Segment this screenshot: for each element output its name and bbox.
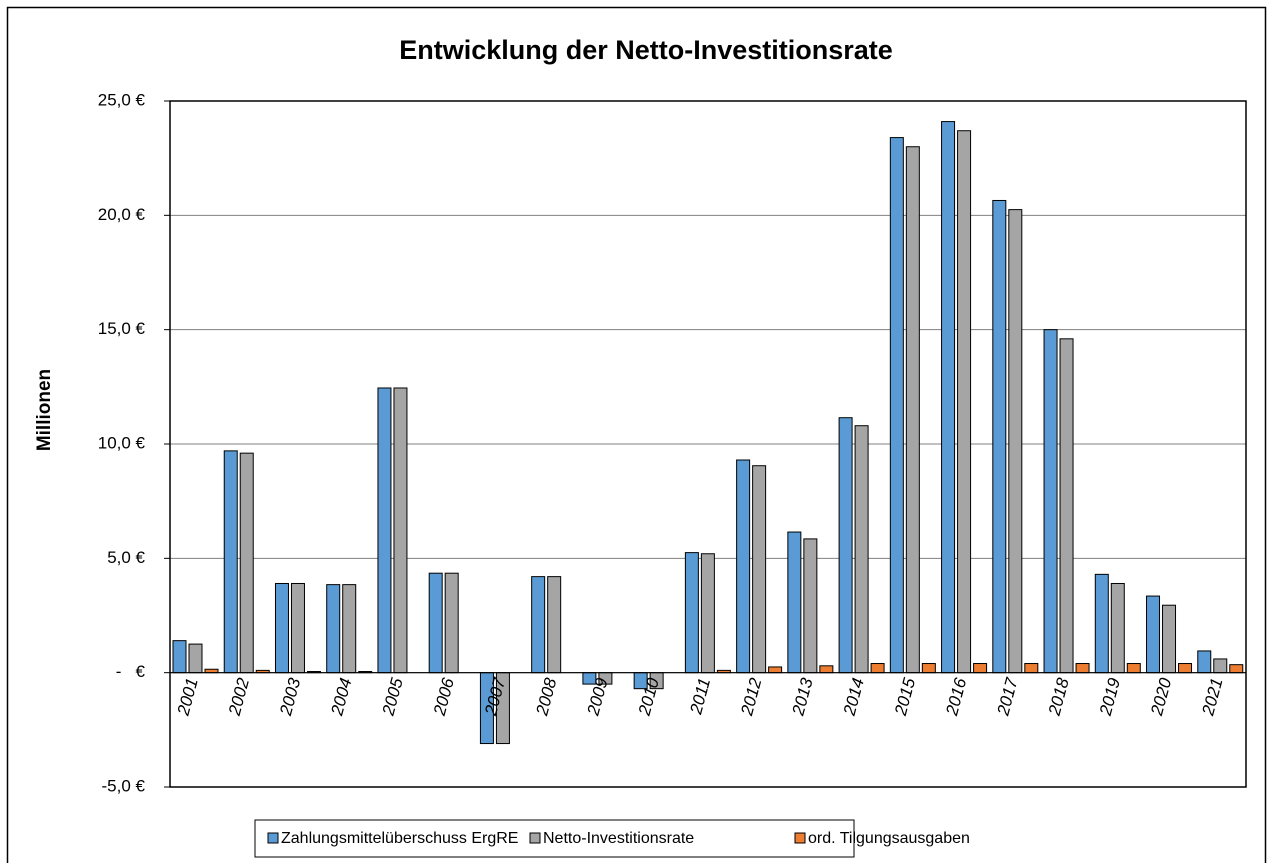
y-tick-label: -5,0 € (102, 776, 146, 795)
bar (1146, 595, 1161, 674)
bar (1229, 664, 1244, 674)
legend-box (254, 819, 855, 858)
bar (819, 665, 834, 674)
y-tick-label: 15,0 € (98, 319, 146, 338)
bar (290, 582, 305, 674)
bar (889, 137, 904, 674)
bar (787, 531, 802, 674)
bar (1197, 650, 1212, 674)
bar (921, 663, 936, 674)
bar (957, 130, 972, 674)
bar (239, 452, 254, 674)
legend-swatch (267, 832, 279, 844)
bar (444, 572, 459, 674)
bar (1059, 338, 1074, 674)
bar (736, 459, 751, 674)
bar (700, 553, 715, 674)
chart-border (6, 6, 1267, 863)
y-axis-title: Millionen (34, 369, 55, 451)
bar (973, 663, 988, 674)
bar (1008, 209, 1023, 674)
legend-swatch (794, 832, 806, 844)
y-tick-label: 10,0 € (98, 433, 146, 452)
bar (941, 121, 956, 674)
bar (188, 643, 203, 674)
legend-label: Netto-Investitionsrate (543, 830, 694, 847)
y-tick-label: - € (116, 662, 146, 681)
bar (326, 584, 341, 674)
bar (1162, 604, 1177, 674)
bar (1075, 663, 1090, 674)
bar (854, 425, 869, 674)
bar (393, 387, 408, 674)
bar (803, 538, 818, 674)
bar (1024, 663, 1039, 674)
y-tick-label: 5,0 € (107, 548, 145, 567)
bar (870, 663, 885, 674)
bar (1213, 658, 1228, 674)
y-tick-label: 25,0 € (98, 90, 146, 109)
bar (768, 666, 783, 674)
bar (684, 552, 699, 674)
legend-swatch (529, 832, 541, 844)
bar (172, 640, 187, 674)
bar (1043, 329, 1058, 674)
legend-label: ord. Tilgungsausgaben (808, 830, 970, 847)
bar (1110, 582, 1125, 674)
bar (428, 572, 443, 674)
bar (377, 387, 392, 674)
bar (223, 450, 238, 674)
chart-title: Entwicklung der Netto-Investitionsrate (399, 35, 893, 65)
bar (992, 199, 1007, 674)
bar (342, 584, 357, 674)
bar (274, 582, 289, 674)
bar (1126, 663, 1141, 674)
legend-label: Zahlungsmittelüberschuss ErgRE (281, 830, 518, 847)
bar (1178, 663, 1193, 674)
bar (752, 465, 767, 674)
bar (905, 146, 920, 674)
bar (531, 576, 546, 674)
bar (1094, 573, 1109, 674)
bar (838, 417, 853, 674)
bar (547, 576, 562, 674)
y-tick-label: 20,0 € (98, 205, 146, 224)
